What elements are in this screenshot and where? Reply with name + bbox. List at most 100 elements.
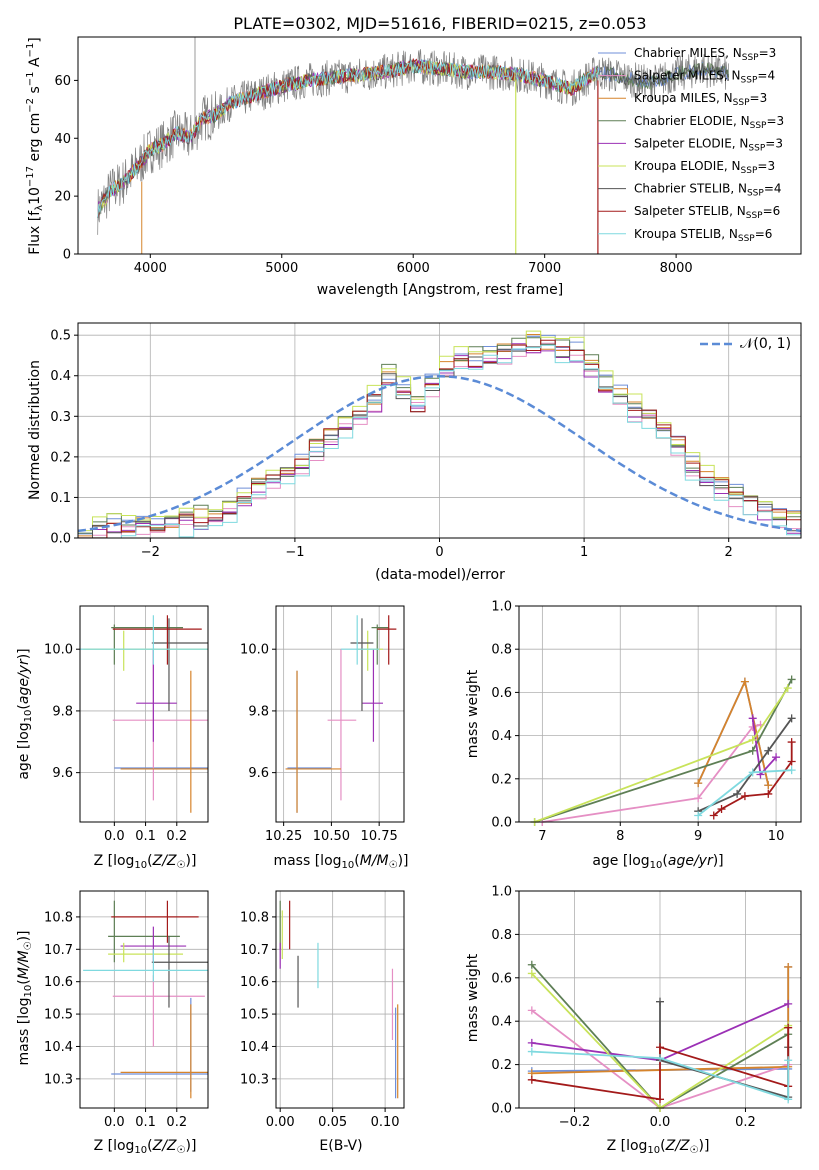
y-tick-label: 10.5 — [44, 1008, 73, 1023]
x-tick-label: −0.2 — [559, 1115, 591, 1130]
z-mass-ylabel: mass [log10(M/M☉)] — [16, 930, 34, 1065]
y-tick-label: 1.0 — [491, 885, 512, 900]
x-tick-label: 0.1 — [135, 1115, 156, 1130]
legend-entry: Kroupa ELODIE, NSSP=3 — [634, 159, 775, 176]
x-tick-label: 0.0 — [104, 829, 125, 844]
weight-marker — [709, 811, 718, 820]
weight-marker — [787, 675, 796, 684]
y-tick-label: 0.5 — [50, 329, 71, 344]
y-tick-label: 10.7 — [240, 943, 269, 958]
axes-frame — [77, 322, 802, 539]
weight-marker — [656, 1095, 664, 1104]
weight-marker — [783, 684, 792, 693]
axes-frame — [275, 890, 405, 1109]
model-spectrum-kroupa-stelib — [97, 58, 600, 218]
spectrum-xlabel: wavelength [Angstrom, rest frame] — [317, 282, 563, 298]
y-tick-label: 1.0 — [491, 600, 512, 615]
legend-entry: Chabrier STELIB, NSSP=4 — [634, 182, 782, 199]
ebv-mass-panel: 0.00 0.05 0.10 10.3 10.4 10.5 10.6 10.7 10.8 — [240, 890, 405, 1130]
legend-entry: Chabrier MILES, NSSP=3 — [634, 46, 776, 63]
legend-entry: Salpeter STELIB, NSSP=6 — [634, 204, 780, 221]
y-tick-label: 0.1 — [50, 491, 71, 506]
errorbar-plot-area — [80, 615, 208, 813]
y-tick-label: 0.6 — [491, 971, 512, 986]
y-tick-label: 0.8 — [491, 928, 512, 943]
errorbar-plot-area — [83, 900, 208, 1099]
x-tick-label: 0.1 — [135, 829, 156, 844]
legend-entry: Kroupa STELIB, NSSP=6 — [634, 227, 772, 244]
weight-marker — [748, 735, 757, 744]
z-weight-ylabel: mass weight — [465, 953, 481, 1042]
x-tick-label: 0.00 — [266, 1115, 295, 1130]
weight-marker — [740, 677, 749, 686]
weight-marker — [694, 811, 703, 820]
weight-marker — [764, 746, 773, 755]
y-tick-label: 10.8 — [240, 910, 269, 925]
weight-marker — [764, 789, 773, 798]
spectrum-legend: Chabrier MILES, NSSP=3 Salpeter MILES, NS… — [598, 46, 784, 244]
x-tick-label: 7000 — [528, 261, 561, 276]
mass-age-panel: 10.25 10.50 10.75 9.6 9.8 10.0 — [240, 605, 405, 844]
y-tick-label: 0.2 — [491, 772, 512, 787]
weight-marker — [784, 1023, 793, 1032]
x-tick-label: 7 — [538, 829, 546, 844]
hist-plot-area — [78, 330, 801, 538]
weight-marker — [527, 1047, 536, 1056]
weight-marker — [787, 714, 796, 723]
x-tick-label: 10 — [768, 829, 785, 844]
x-tick-label: 8 — [616, 829, 624, 844]
legend-entry: Salpeter ELODIE, NSSP=3 — [634, 136, 783, 153]
y-tick-label: 9.6 — [52, 766, 73, 781]
weight-marker — [748, 746, 757, 755]
weight-line-salpeter-miles — [542, 723, 761, 823]
y-tick-label: 10.0 — [44, 643, 73, 658]
weight-marker — [527, 1075, 536, 1084]
x-tick-label: 10.25 — [265, 829, 302, 844]
spectrum-plot-area — [97, 37, 730, 254]
x-tick-label: 4000 — [134, 261, 167, 276]
x-tick-label: 10.50 — [313, 829, 350, 844]
x-tick-label: 0.2 — [166, 1115, 187, 1130]
age-weight-ylabel: mass weight — [465, 669, 481, 758]
x-tick-label: 9 — [694, 829, 702, 844]
x-tick-label: 8000 — [660, 261, 693, 276]
x-tick-label: −2 — [141, 545, 160, 560]
y-tick-label: 20 — [54, 190, 71, 205]
x-tick-label: 1 — [580, 545, 588, 560]
x-tick-label: 0 — [435, 545, 443, 560]
axes-frame — [79, 890, 209, 1109]
y-tick-label: 0.8 — [491, 643, 512, 658]
legend-entry: Kroupa MILES, NSSP=3 — [634, 91, 767, 108]
weight-marker — [772, 753, 781, 762]
weight-line-chabrier-stelib — [659, 1001, 790, 1099]
errorbar-plot-area — [285, 615, 397, 813]
z-age-xlabel: Z [log10(Z/Z☉)] — [94, 853, 197, 871]
spectrum-panel: 4000 5000 6000 7000 8000 0 20 40 60 Chabrier MILE… — [54, 36, 802, 276]
weight-marker — [527, 960, 536, 969]
y-tick-label: 0.0 — [50, 532, 71, 547]
hist-xlabel: (data-model)/error — [375, 567, 505, 583]
axes-frame — [518, 890, 802, 1109]
y-tick-label: 10.6 — [44, 975, 73, 990]
weight-marker — [527, 1006, 536, 1015]
z-mass-xlabel: Z [log10(Z/Z☉)] — [94, 1138, 197, 1156]
weight-marker — [527, 1038, 536, 1047]
y-tick-label: 0.4 — [491, 1015, 512, 1030]
x-tick-label: 0.0 — [104, 1115, 125, 1130]
z-age-panel: 0.0 0.1 0.2 9.6 9.8 10.0 — [44, 605, 209, 844]
weight-line-kroupa-stelib — [531, 1050, 790, 1101]
y-tick-label: 0.4 — [50, 369, 71, 384]
z-age-ylabel: age [log10(age/yr)] — [16, 648, 34, 779]
x-tick-label: 0.2 — [166, 829, 187, 844]
legend-entry: Salpeter MILES, NSSP=4 — [634, 69, 775, 86]
weight-marker — [694, 779, 703, 788]
age-weight-xlabel: age [log10(age/yr)] — [592, 853, 723, 871]
y-tick-label: 10.3 — [240, 1072, 269, 1087]
y-tick-label: 9.8 — [52, 704, 73, 719]
weight-marker — [787, 757, 796, 766]
y-tick-label: 0.6 — [491, 686, 512, 701]
weight-marker — [784, 999, 793, 1008]
weight-marker — [717, 805, 726, 814]
axes-frame — [77, 36, 802, 255]
